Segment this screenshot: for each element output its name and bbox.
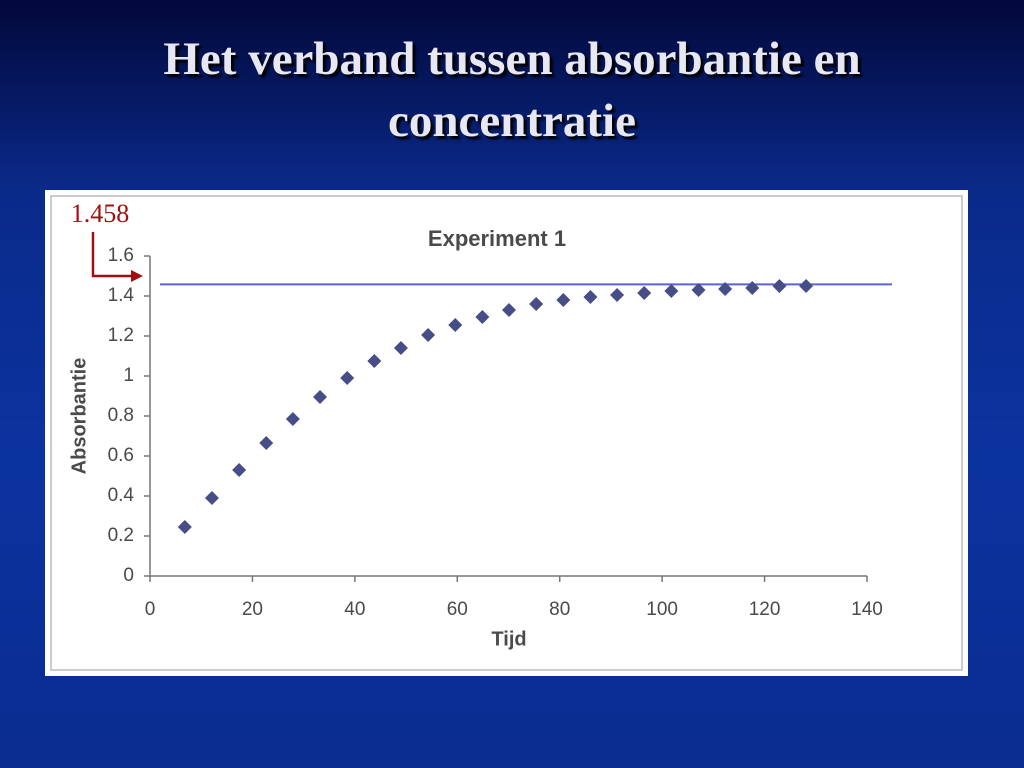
data-point (583, 290, 598, 304)
reference-label: 1.458 (71, 199, 130, 228)
x-tick-label: 0 (145, 599, 156, 620)
data-point (340, 371, 355, 385)
x-tick-label: 60 (447, 599, 468, 620)
y-tick-label: 1.4 (108, 285, 135, 306)
data-point (177, 520, 192, 534)
data-point (367, 354, 382, 368)
chart-frame (45, 190, 968, 676)
x-tick-label: 100 (646, 599, 678, 620)
data-point (529, 297, 544, 311)
data-point (285, 412, 300, 426)
data-point (556, 293, 571, 307)
y-tick-label: 0.8 (108, 405, 134, 426)
data-point (232, 463, 247, 477)
data-point (745, 281, 760, 295)
data-point (637, 286, 652, 300)
y-tick-label: 1.2 (108, 325, 134, 346)
x-tick-label: 120 (749, 599, 781, 620)
slide-title: Het verband tussen absorbantie en concen… (163, 33, 861, 147)
y-tick-label: 0 (123, 565, 134, 586)
data-point (259, 436, 274, 450)
data-point (610, 288, 625, 302)
data-point (421, 328, 436, 342)
data-point (772, 279, 787, 293)
data-point (204, 491, 219, 505)
data-point (718, 282, 733, 296)
y-tick-label: 0.6 (108, 445, 134, 466)
annotation-arrow (91, 232, 138, 278)
chart-title: Experiment 1 (428, 226, 566, 251)
data-point (448, 318, 463, 332)
y-axis-label: Absorbantie (68, 358, 90, 475)
y-tick-label: 1 (123, 365, 134, 386)
x-tick-label: 40 (344, 599, 365, 620)
y-tick-label: 0.4 (108, 485, 135, 506)
data-point (691, 283, 706, 297)
y-tick-label: 1.6 (108, 245, 134, 266)
data-point (313, 390, 328, 404)
x-tick-label: 140 (851, 599, 883, 620)
data-point (799, 279, 814, 293)
x-axis-label: Tijd (491, 628, 526, 650)
x-tick-label: 80 (549, 599, 570, 620)
arrow-head (131, 270, 143, 282)
chart-border (50, 195, 963, 671)
data-point (502, 303, 517, 317)
data-point (393, 341, 408, 355)
y-tick-label: 0.2 (108, 525, 134, 546)
data-point (664, 284, 679, 298)
x-tick-label: 20 (242, 599, 263, 620)
data-point (475, 310, 490, 324)
